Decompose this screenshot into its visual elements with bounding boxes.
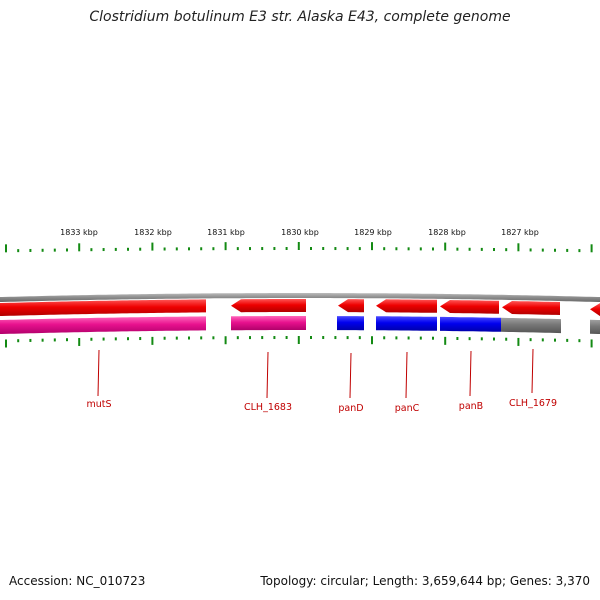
backbone-arc [0, 293, 600, 303]
cds-next [590, 303, 600, 317]
gene-track-panB [440, 316, 501, 332]
gene-leader-line [349, 352, 352, 399]
gene-leader-line [531, 348, 534, 394]
cds-panD [338, 299, 364, 313]
kbp-label: 1832 kbp [134, 228, 172, 237]
gene-track-mutS [0, 316, 206, 335]
map-title: Clostridium botulinum E3 str. Alaska E43… [89, 9, 511, 25]
gene-track-clh-1683 [231, 316, 306, 331]
cds-clh-1679 [502, 301, 560, 315]
gene-track-clh-1679 [501, 317, 561, 334]
kbp-labels: 1833 kbp 1832 kbp 1831 kbp 1830 kbp 1829 kbp… [60, 228, 539, 237]
cds-mutS [0, 299, 206, 317]
gene-label: CLH_1679 [509, 398, 557, 409]
kbp-label: 1827 kbp [501, 228, 539, 237]
gene-leader-line [469, 350, 472, 397]
gene-leader-line [266, 351, 269, 399]
gene-label: CLH_1683 [244, 402, 292, 413]
gene-leader-line [97, 349, 100, 397]
kbp-label: 1828 kbp [428, 228, 466, 237]
gene-track-next [590, 319, 600, 335]
gene-labels: mutS CLH_1683 panD panC panB CLH_1679 [86, 348, 557, 414]
gene-label: panB [459, 401, 483, 412]
accession-text: Accession: NC_010723 [9, 574, 146, 588]
feature-tracks [0, 299, 600, 335]
gene-track-panD [337, 316, 364, 331]
cds-panB [440, 300, 499, 314]
kbp-label: 1829 kbp [354, 228, 392, 237]
kbp-label: 1831 kbp [207, 228, 245, 237]
inner-tick-ring [5, 336, 593, 348]
kbp-label: 1833 kbp [60, 228, 98, 237]
gene-track-panC [376, 316, 437, 331]
outer-tick-ring [5, 242, 593, 253]
gene-label: mutS [86, 399, 111, 410]
gene-label: panC [395, 403, 420, 414]
cds-panC [376, 299, 437, 313]
cds-clh-1683 [231, 299, 306, 313]
kbp-label: 1830 kbp [281, 228, 319, 237]
gene-leader-line [405, 351, 408, 399]
topology-summary: Topology: circular; Length: 3,659,644 bp… [260, 574, 590, 588]
gene-label: panD [338, 403, 363, 414]
